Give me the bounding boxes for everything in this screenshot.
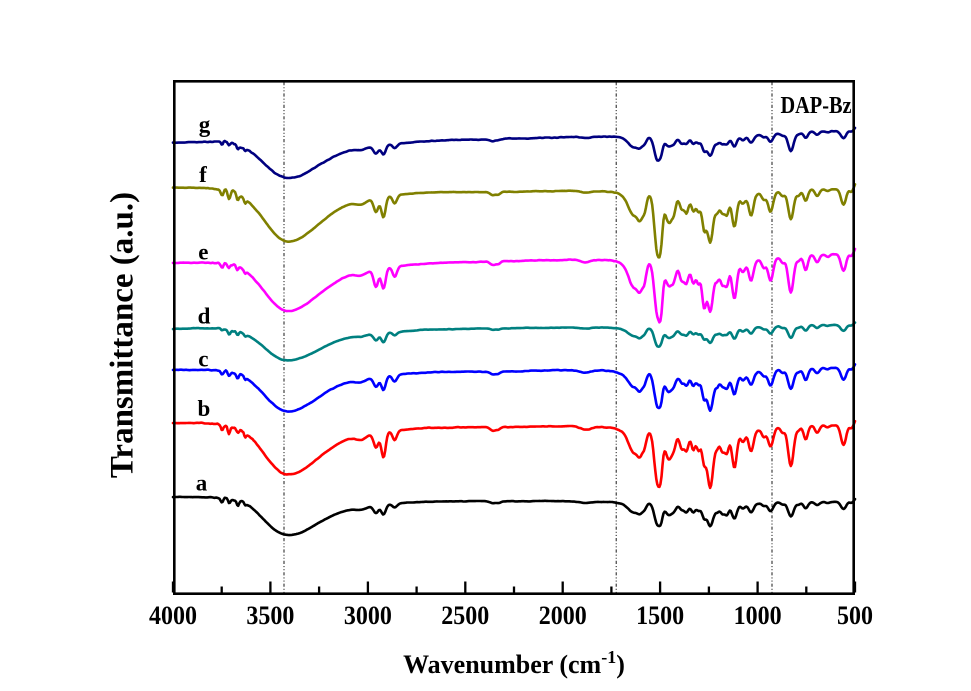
svg-text:g: g [199, 112, 211, 137]
svg-text:2000: 2000 [539, 601, 587, 630]
svg-text:2500: 2500 [441, 601, 489, 630]
svg-text:500: 500 [837, 601, 873, 630]
svg-text:3500: 3500 [246, 601, 294, 630]
svg-text:DAP-Bz: DAP-Bz [781, 93, 852, 119]
svg-text:a: a [196, 471, 208, 496]
svg-text:Wavenumber (cm-1): Wavenumber (cm-1) [403, 647, 625, 679]
svg-text:Transmittance (a.u.): Transmittance (a.u.) [105, 192, 141, 478]
svg-text:b: b [198, 396, 211, 421]
svg-text:c: c [198, 346, 208, 371]
svg-text:4000: 4000 [149, 601, 197, 630]
svg-text:e: e [198, 240, 208, 265]
svg-text:1500: 1500 [636, 601, 684, 630]
svg-text:f: f [199, 162, 207, 187]
svg-text:d: d [198, 304, 211, 329]
svg-text:1000: 1000 [734, 601, 782, 630]
svg-text:3000: 3000 [344, 601, 392, 630]
